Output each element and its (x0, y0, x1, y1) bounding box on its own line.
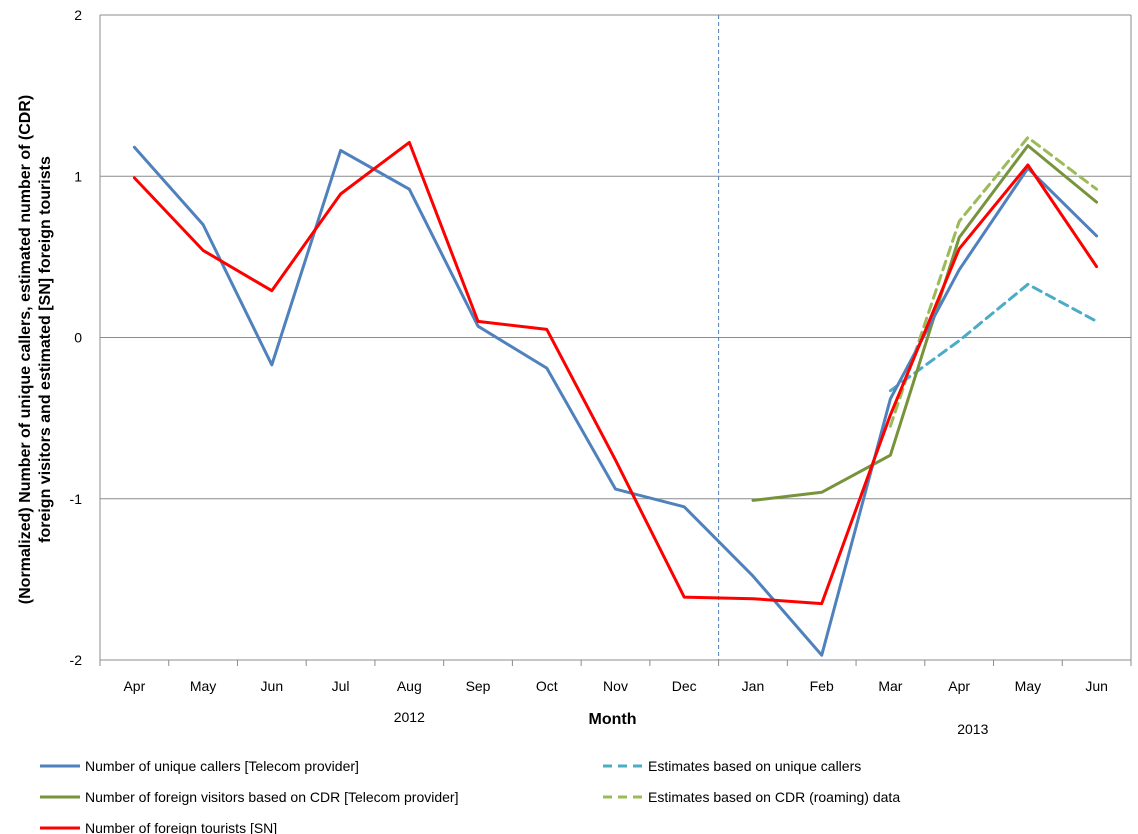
y-tick-label: -1 (70, 491, 83, 507)
legend-layer: Number of unique callers [Telecom provid… (40, 758, 900, 834)
x-tick-label: Apr (123, 678, 145, 694)
series-line (132, 140, 1099, 606)
label-layer: -2 -1 0 1 2 Apr May Jun Jul Aug Sep Oct Nov Dec Jan Feb… (17, 7, 1108, 737)
x-tick-label: Aug (397, 678, 422, 694)
series-line (888, 282, 1099, 393)
y-tick-label: 1 (74, 168, 82, 184)
y-tick-label: 2 (74, 7, 82, 23)
legend-label: Number of foreign tourists [SN] (85, 820, 277, 834)
x-tick-label: Jul (332, 678, 350, 694)
series-line (888, 136, 1099, 428)
series-line (751, 144, 1099, 502)
legend-label: Number of unique callers [Telecom provid… (85, 758, 359, 774)
x-tick-label: Mar (878, 678, 902, 694)
year-label-2012: 2012 (394, 709, 425, 725)
y-tick-label: -2 (70, 652, 83, 668)
legend-label: Estimates based on unique callers (648, 758, 861, 774)
x-axis-title: Month (589, 711, 637, 728)
x-tick-label: May (190, 678, 216, 694)
grid-layer (100, 14, 1131, 661)
x-tick-label: May (1015, 678, 1041, 694)
year-label-2013: 2013 (957, 721, 988, 737)
x-tick-label: Jan (742, 678, 765, 694)
y-tick-label: 0 (74, 330, 82, 346)
series-layer (132, 136, 1099, 657)
x-tick-label: Apr (948, 678, 970, 694)
x-tick-label: Nov (603, 678, 628, 694)
series-line (132, 145, 1099, 657)
y-axis-title-line: foreign visitors and estimated [SN] fore… (37, 156, 54, 543)
legend-label: Number of foreign visitors based on CDR … (85, 789, 459, 805)
x-tick-label: Feb (810, 678, 834, 694)
x-tick-label: Oct (536, 678, 558, 694)
y-axis-title-line: (Normalized) Number of unique callers, e… (17, 95, 34, 604)
x-tick-label: Dec (672, 678, 697, 694)
x-tick-label: Jun (261, 678, 284, 694)
x-tick-label: Sep (466, 678, 491, 694)
legend-label: Estimates based on CDR (roaming) data (648, 789, 900, 805)
x-tick-label: Jun (1085, 678, 1108, 694)
axis-layer (99, 15, 1132, 666)
